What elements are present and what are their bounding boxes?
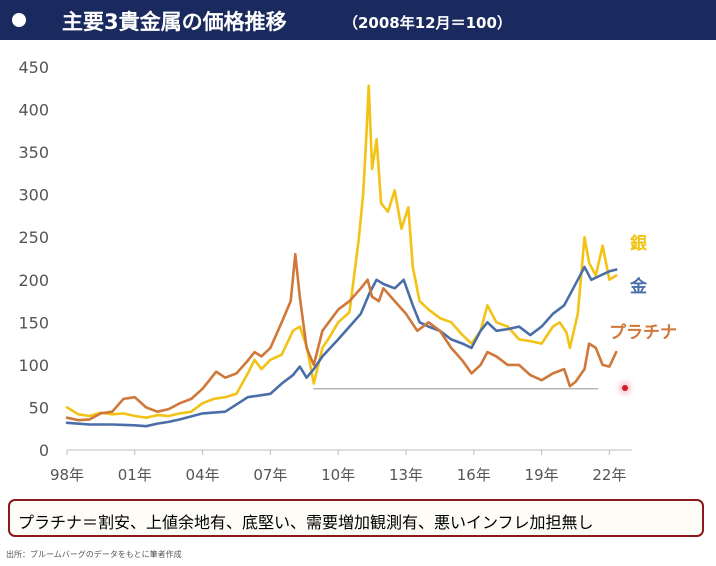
y-tick-label: 400: [18, 101, 49, 120]
y-tick-label: 150: [18, 313, 49, 332]
price-line-chart: 0 50 100 150 200 250 300 350 400 450 98年 01年 04年 07年 1…: [18, 58, 677, 484]
x-tick-label: 16年: [457, 466, 491, 484]
y-tick-label: 100: [18, 356, 49, 375]
y-tick-label: 300: [18, 186, 49, 205]
x-tick-label: 19年: [525, 466, 559, 484]
x-tick-label: 22年: [592, 466, 626, 484]
y-tick-label: 200: [18, 271, 49, 290]
title-bar: 主要3貴金属の価格推移 （2008年12月＝100）: [0, 0, 716, 40]
x-tick-label: 01年: [118, 466, 152, 484]
x-tick-label: 13年: [389, 466, 423, 484]
x-tick-label: 07年: [253, 466, 287, 484]
series-line-プラチナ: [65, 252, 618, 422]
comment-box: プラチナ＝割安、上値余地有、底堅い、需要増加観測有、悪いインフレ加担無し: [8, 499, 704, 537]
source-note: 出所：ブルームバーグのデータをもとに筆者作成: [6, 550, 182, 559]
series-label: 銀: [630, 233, 647, 254]
comment-text: プラチナ＝割安、上値余地有、底堅い、需要増加観測有、悪いインフレ加担無し: [18, 513, 594, 532]
y-tick-label: 250: [18, 228, 49, 247]
bullet-icon: [12, 13, 26, 27]
x-tick-label: 98年: [50, 466, 84, 484]
x-tick-label: 04年: [186, 466, 220, 484]
y-tick-label: 350: [18, 143, 49, 162]
y-tick-label: 450: [18, 58, 49, 77]
y-tick-label: 50: [29, 398, 49, 417]
page-subtitle: （2008年12月＝100）: [343, 14, 512, 32]
pointer-dot: [622, 385, 628, 391]
series-label: プラチナ: [609, 322, 677, 343]
x-tick-label: 10年: [321, 466, 355, 484]
series-line-銀: [65, 84, 618, 420]
y-tick-label: 0: [39, 441, 49, 460]
page-title: 主要3貴金属の価格推移: [62, 10, 287, 34]
series-label: 金: [629, 276, 648, 297]
series-line-金: [65, 265, 618, 428]
